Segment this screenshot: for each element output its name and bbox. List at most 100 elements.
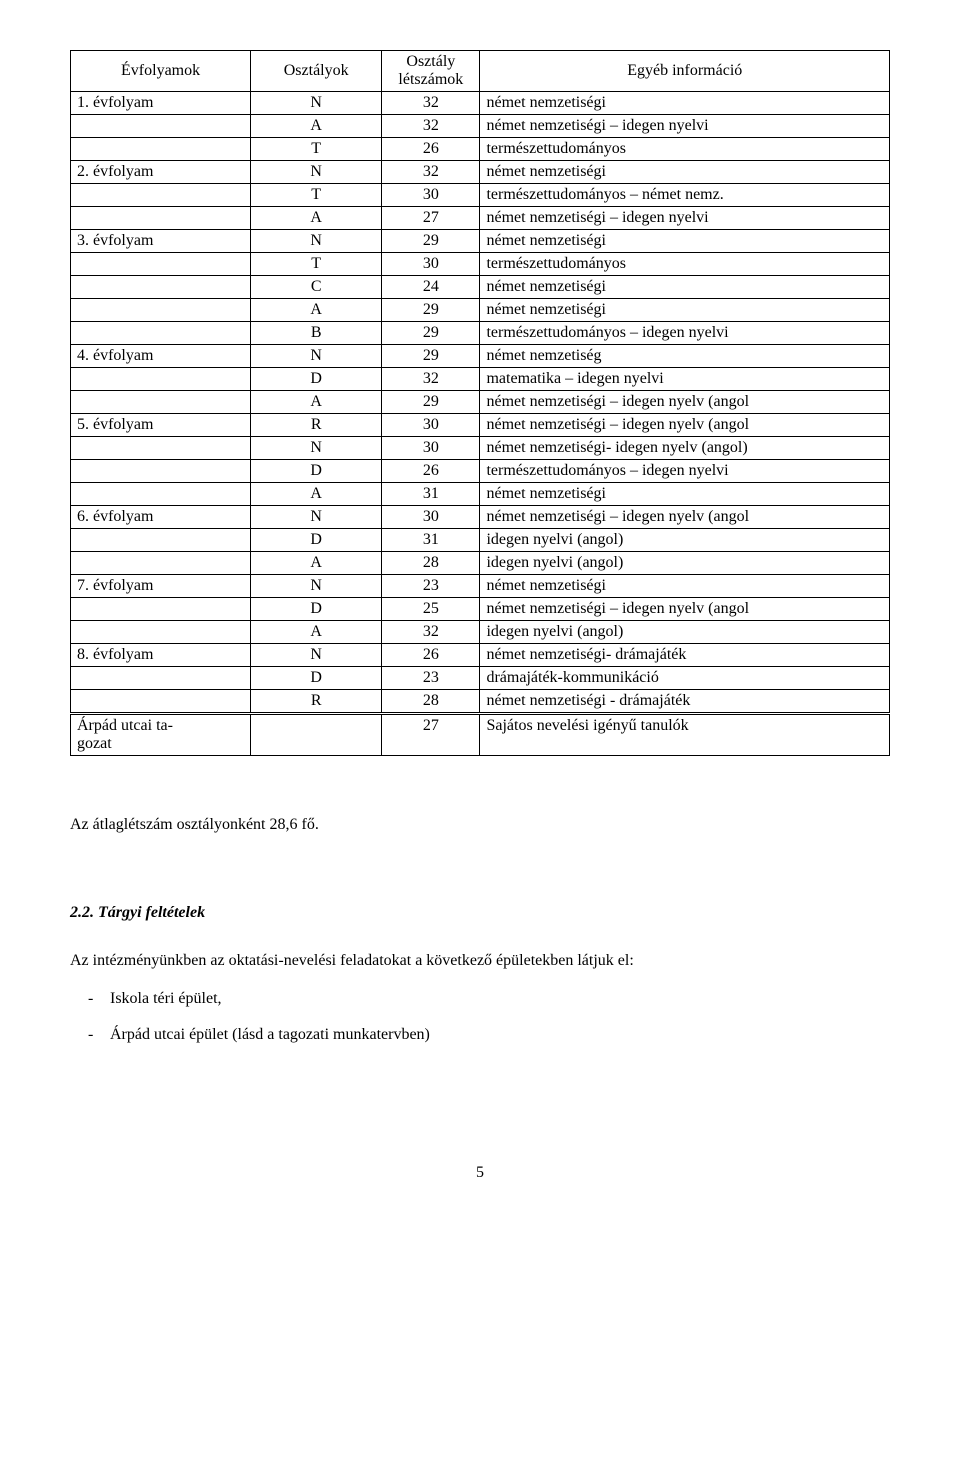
cell-info: német nemzetiségi - drámajáték xyxy=(480,690,890,714)
cell-info: természettudományos – idegen nyelvi xyxy=(480,322,890,345)
cell-info: német nemzetiségi – idegen nyelvi xyxy=(480,207,890,230)
cell-class: A xyxy=(251,483,382,506)
cell-grade xyxy=(71,184,251,207)
cell-class: C xyxy=(251,276,382,299)
cell-grade: 1. évfolyam xyxy=(71,92,251,115)
cell-count: 32 xyxy=(382,621,480,644)
table-row: 3. évfolyamN29német nemzetiségi xyxy=(71,230,890,253)
cell-info: német nemzetiségi xyxy=(480,575,890,598)
cell-count: 29 xyxy=(382,322,480,345)
cell-grade xyxy=(71,276,251,299)
cell-count: 30 xyxy=(382,414,480,437)
header-classes: Osztályok xyxy=(251,51,382,92)
cell-count: 30 xyxy=(382,437,480,460)
cell-count: 26 xyxy=(382,644,480,667)
cell-class: N xyxy=(251,345,382,368)
cell-grade xyxy=(71,115,251,138)
cell-grade: 3. évfolyam xyxy=(71,230,251,253)
cell-class: T xyxy=(251,184,382,207)
cell-grade: 7. évfolyam xyxy=(71,575,251,598)
table-row: 4. évfolyamN29német nemzetiség xyxy=(71,345,890,368)
cell-class: A xyxy=(251,115,382,138)
table-row: T26természettudományos xyxy=(71,138,890,161)
list-item: Árpád utcai épület (lásd a tagozati munk… xyxy=(110,1026,890,1044)
cell-class: D xyxy=(251,667,382,690)
cell-class: N xyxy=(251,161,382,184)
cell-info: német nemzetiségi xyxy=(480,92,890,115)
cell-grade xyxy=(71,552,251,575)
cell-info: német nemzetiségi – idegen nyelv (angol xyxy=(480,598,890,621)
cell-grade xyxy=(71,391,251,414)
table-row: D25német nemzetiségi – idegen nyelv (ang… xyxy=(71,598,890,621)
intro-text: Az intézményünkben az oktatási-nevelési … xyxy=(70,952,890,970)
cell-info: német nemzetiségi- drámajáték xyxy=(480,644,890,667)
table-row: 6. évfolyamN30német nemzetiségi – idegen… xyxy=(71,506,890,529)
cell-class: N xyxy=(251,92,382,115)
header-counts: Osztály létszámok xyxy=(382,51,480,92)
list-item: Iskola téri épület, xyxy=(110,990,890,1008)
cell-grade xyxy=(71,690,251,714)
table-row: D26természettudományos – idegen nyelvi xyxy=(71,460,890,483)
table-row: A27német nemzetiségi – idegen nyelvi xyxy=(71,207,890,230)
cell-count: 29 xyxy=(382,299,480,322)
cell-count: 32 xyxy=(382,115,480,138)
cell-count: 25 xyxy=(382,598,480,621)
cell-info: német nemzetiségi – idegen nyelv (angol xyxy=(480,506,890,529)
table-footer-row: Árpád utcai ta-gozat27Sajátos nevelési i… xyxy=(71,714,890,756)
page-number: 5 xyxy=(70,1164,890,1182)
table-row: 2. évfolyamN32német nemzetiségi xyxy=(71,161,890,184)
table-row: A32idegen nyelvi (angol) xyxy=(71,621,890,644)
cell-count: 30 xyxy=(382,253,480,276)
table-row: B29természettudományos – idegen nyelvi xyxy=(71,322,890,345)
table-row: A31német nemzetiségi xyxy=(71,483,890,506)
table-row: N30német nemzetiségi- idegen nyelv (ango… xyxy=(71,437,890,460)
footer-cell-info: Sajátos nevelési igényű tanulók xyxy=(480,714,890,756)
cell-count: 24 xyxy=(382,276,480,299)
cell-count: 29 xyxy=(382,230,480,253)
cell-info: német nemzetiségi – idegen nyelv (angol xyxy=(480,391,890,414)
table-row: C24német nemzetiségi xyxy=(71,276,890,299)
cell-grade xyxy=(71,598,251,621)
header-grades: Évfolyamok xyxy=(71,51,251,92)
cell-class: N xyxy=(251,230,382,253)
cell-info: német nemzetiségi xyxy=(480,161,890,184)
cell-info: drámajáték-kommunikáció xyxy=(480,667,890,690)
cell-class: A xyxy=(251,299,382,322)
table-row: 7. évfolyamN23német nemzetiségi xyxy=(71,575,890,598)
cell-count: 23 xyxy=(382,575,480,598)
table-row: D23drámajáték-kommunikáció xyxy=(71,667,890,690)
cell-class: T xyxy=(251,253,382,276)
footer-cell-grade: Árpád utcai ta-gozat xyxy=(71,714,251,756)
table-row: R28német nemzetiségi - drámajáték xyxy=(71,690,890,714)
cell-count: 32 xyxy=(382,368,480,391)
table-header-row: Évfolyamok Osztályok Osztály létszámok E… xyxy=(71,51,890,92)
cell-class: T xyxy=(251,138,382,161)
table-row: D31idegen nyelvi (angol) xyxy=(71,529,890,552)
cell-class: N xyxy=(251,506,382,529)
cell-grade xyxy=(71,299,251,322)
cell-count: 26 xyxy=(382,460,480,483)
cell-info: német nemzetiségi- idegen nyelv (angol) xyxy=(480,437,890,460)
table-row: T30természettudományos xyxy=(71,253,890,276)
cell-count: 27 xyxy=(382,207,480,230)
cell-info: német nemzetiségi xyxy=(480,276,890,299)
header-counts-line1: Osztály xyxy=(406,53,455,70)
cell-class: R xyxy=(251,690,382,714)
header-counts-line2: létszámok xyxy=(398,71,463,88)
table-row: A28idegen nyelvi (angol) xyxy=(71,552,890,575)
cell-info: német nemzetiségi xyxy=(480,483,890,506)
cell-class: D xyxy=(251,598,382,621)
cell-class: R xyxy=(251,414,382,437)
cell-class: N xyxy=(251,575,382,598)
cell-info: természettudományos xyxy=(480,138,890,161)
table-row: T30természettudományos – német nemz. xyxy=(71,184,890,207)
cell-grade xyxy=(71,460,251,483)
cell-count: 32 xyxy=(382,161,480,184)
table-row: A32német nemzetiségi – idegen nyelvi xyxy=(71,115,890,138)
cell-grade: 6. évfolyam xyxy=(71,506,251,529)
cell-info: idegen nyelvi (angol) xyxy=(480,552,890,575)
cell-class: A xyxy=(251,552,382,575)
cell-class: N xyxy=(251,644,382,667)
cell-grade xyxy=(71,322,251,345)
footer-cell-class xyxy=(251,714,382,756)
